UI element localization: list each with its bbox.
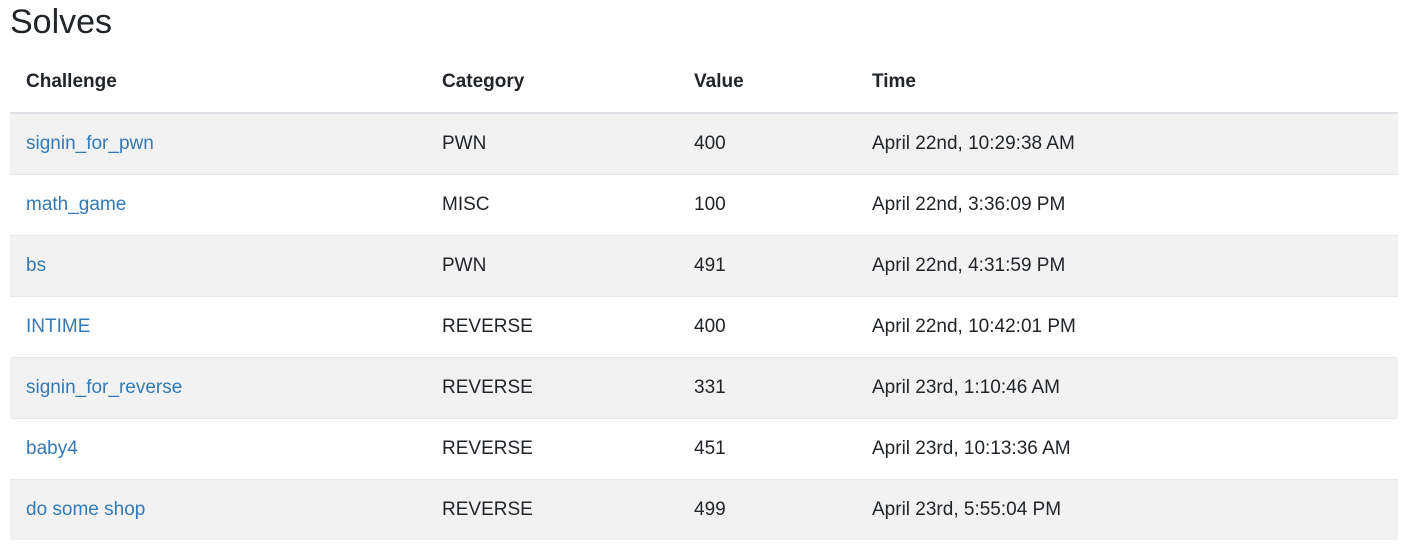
category-cell: REVERSE [426,356,678,418]
challenge-link[interactable]: math_game [26,193,127,215]
challenge-link[interactable]: INTIME [26,315,91,337]
time-cell: April 22nd, 4:31:59 PM [856,234,1398,296]
column-header-challenge: Challenge [10,52,426,114]
challenge-cell: INTIME [10,295,426,357]
value-cell: 451 [678,417,856,479]
value-cell: 491 [678,234,856,296]
challenge-link[interactable]: baby4 [26,437,78,459]
challenge-cell: math_game [10,173,426,235]
table-row: bs PWN 491 April 22nd, 4:31:59 PM [10,234,1398,296]
category-cell: REVERSE [426,295,678,357]
value-cell: 499 [678,478,856,540]
category-cell: PWN [426,112,678,174]
table-row: baby4 REVERSE 451 April 23rd, 10:13:36 A… [10,417,1398,479]
time-cell: April 23rd, 10:13:36 AM [856,417,1398,479]
column-header-value: Value [678,52,856,114]
value-cell: 100 [678,173,856,235]
value-cell: 400 [678,112,856,174]
time-cell: April 23rd, 1:10:46 AM [856,356,1398,418]
table-row: math_game MISC 100 April 22nd, 3:36:09 P… [10,173,1398,235]
table-header-row: Challenge Category Value Time [10,52,1398,114]
time-cell: April 22nd, 10:29:38 AM [856,112,1398,174]
challenge-cell: signin_for_pwn [10,112,426,174]
column-header-category: Category [426,52,678,114]
time-cell: April 22nd, 10:42:01 PM [856,295,1398,357]
challenge-link[interactable]: signin_for_reverse [26,376,183,398]
time-cell: April 23rd, 5:55:04 PM [856,478,1398,540]
challenge-link[interactable]: bs [26,254,47,276]
column-header-time: Time [856,52,1398,114]
solves-table: Challenge Category Value Time signin_for… [10,52,1398,540]
value-cell: 400 [678,295,856,357]
category-cell: REVERSE [426,478,678,540]
table-row: signin_for_pwn PWN 400 April 22nd, 10:29… [10,112,1398,174]
challenge-cell: bs [10,234,426,296]
table-row: INTIME REVERSE 400 April 22nd, 10:42:01 … [10,295,1398,357]
time-cell: April 22nd, 3:36:09 PM [856,173,1398,235]
challenge-cell: baby4 [10,417,426,479]
challenge-link[interactable]: signin_for_pwn [26,132,154,154]
category-cell: MISC [426,173,678,235]
table-row: do some shop REVERSE 499 April 23rd, 5:5… [10,478,1398,540]
page-title: Solves [10,3,113,41]
challenge-cell: do some shop [10,478,426,540]
challenge-link[interactable]: do some shop [26,498,146,520]
value-cell: 331 [678,356,856,418]
challenge-cell: signin_for_reverse [10,356,426,418]
table-row: signin_for_reverse REVERSE 331 April 23r… [10,356,1398,418]
category-cell: PWN [426,234,678,296]
category-cell: REVERSE [426,417,678,479]
